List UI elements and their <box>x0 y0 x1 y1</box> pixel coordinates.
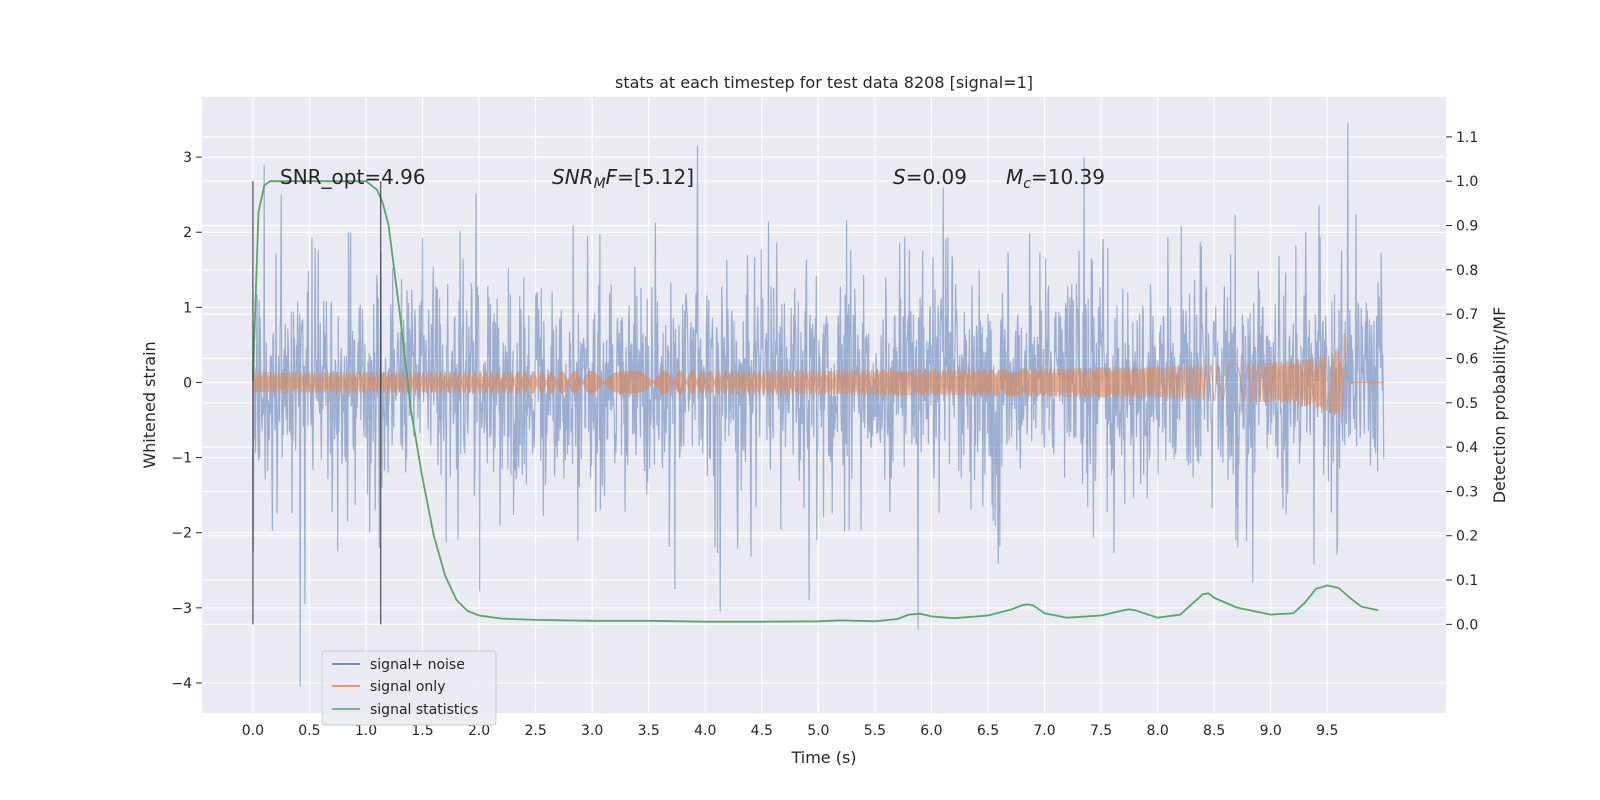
y-axis-label-left: Whitened strain <box>140 341 159 468</box>
y-tick-label-left: 3 <box>183 150 192 166</box>
y-tick-label-right: 1.0 <box>1456 174 1478 190</box>
y-tick-label-right: 0.8 <box>1456 263 1478 279</box>
y-tick-label-left: 1 <box>183 300 192 316</box>
x-tick-label: 5.5 <box>864 723 886 739</box>
axis-ticks: 0.0 0.5 1.0 1.5 2.0 2.5 3.0 3.5 4.0 4.5 5.0 5.5 6.0 6… <box>171 130 1478 739</box>
annotation-s-value: =0.09 <box>906 165 967 189</box>
annotation-snr-mf-value: =[5.12] <box>617 165 694 189</box>
chart-title: stats at each timestep for test data 820… <box>615 73 1033 92</box>
x-axis-label: Time (s) <box>790 748 856 767</box>
x-tick-label: 4.5 <box>751 723 773 739</box>
y-tick-label-right: 0.5 <box>1456 396 1478 412</box>
y-tick-label-right: 1.1 <box>1456 130 1478 146</box>
y-axis-label-right: Detection probability/MF <box>1490 307 1509 504</box>
y-tick-label-right: 0.4 <box>1456 440 1478 456</box>
y-tick-label-right: 0.1 <box>1456 573 1478 589</box>
legend: signal+ noise signal only signal statist… <box>321 650 497 726</box>
x-tick-label: 2.0 <box>468 723 490 739</box>
y-tick-label-right: 0.3 <box>1456 484 1478 500</box>
x-tick-label: 9.5 <box>1316 723 1338 739</box>
y-tick-label-left: −2 <box>171 526 192 542</box>
x-tick-label: 9.0 <box>1260 723 1282 739</box>
y-tick-label-right: 0.7 <box>1456 307 1478 323</box>
x-tick-label: 5.0 <box>807 723 829 739</box>
legend-label-signal-noise: signal+ noise <box>370 657 465 673</box>
annotation-mc-subscript: c <box>1023 176 1031 192</box>
annotation-mc-value: =10.39 <box>1031 165 1105 189</box>
y-tick-label-left: −1 <box>171 451 192 467</box>
detection-window <box>252 181 382 625</box>
x-tick-label: 3.5 <box>638 723 660 739</box>
y-tick-label-left: 0 <box>183 375 192 391</box>
annotation-snr-mf-symbol: SNR <box>552 165 594 189</box>
x-tick-label: 7.5 <box>1090 723 1112 739</box>
y-tick-label-right: 0.0 <box>1456 617 1478 633</box>
x-tick-label: 7.0 <box>1033 723 1055 739</box>
data-layer <box>252 123 1385 687</box>
annotation-snr-mf: SNRMF=[5.12] <box>552 165 694 192</box>
annotation-mc-symbol: M <box>1006 165 1023 189</box>
y-tick-label-right: 0.2 <box>1456 529 1478 545</box>
x-tick-label: 6.0 <box>920 723 942 739</box>
y-tick-label-left: −4 <box>171 676 192 692</box>
x-tick-label: 2.5 <box>524 723 546 739</box>
legend-box <box>321 650 497 726</box>
annotation-s-symbol: S <box>893 165 906 189</box>
series-signal-only-line <box>252 333 1384 423</box>
legend-label-signal-only: signal only <box>370 679 445 695</box>
x-tick-label: 8.0 <box>1146 723 1168 739</box>
annotation-snr-mf-subscript: M <box>594 176 606 192</box>
annotation-snr-mf-suffix: F <box>606 165 618 189</box>
series-signal-statistics-line <box>252 180 1379 623</box>
y-tick-label-right: 0.6 <box>1456 351 1478 367</box>
legend-label-signal-statistics: signal statistics <box>370 702 478 718</box>
x-tick-label: 1.5 <box>411 723 433 739</box>
x-tick-label: 0.0 <box>242 723 264 739</box>
x-tick-label: 1.0 <box>355 723 377 739</box>
x-tick-label: 8.5 <box>1203 723 1225 739</box>
annotation-snr-opt: SNR_opt=4.96 <box>280 165 426 189</box>
x-tick-label: 6.5 <box>977 723 999 739</box>
annotation-mc: Mc=10.39 <box>1006 165 1105 192</box>
y-tick-label-right: 0.9 <box>1456 219 1478 235</box>
y-tick-label-left: −3 <box>171 601 192 617</box>
x-tick-label: 3.0 <box>581 723 603 739</box>
y-tick-label-left: 2 <box>183 225 192 241</box>
annotation-s: S=0.09 <box>893 165 967 189</box>
x-tick-label: 0.5 <box>298 723 320 739</box>
x-tick-label: 4.0 <box>694 723 716 739</box>
